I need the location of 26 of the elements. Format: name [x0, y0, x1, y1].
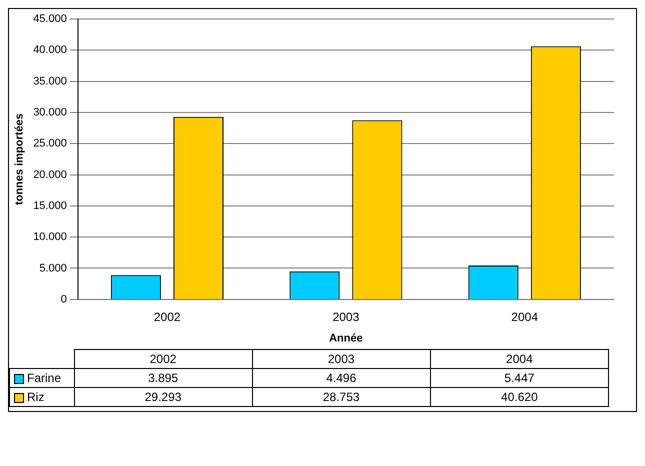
y-tick-label: 25.000 [33, 138, 67, 150]
y-axis-title: tonnes importées [14, 113, 26, 206]
x-tick-label: 2002 [154, 310, 181, 324]
data-label: 5.447 [430, 368, 608, 388]
y-tick-label: 15.000 [33, 200, 67, 212]
y-tick-label: 45.000 [33, 13, 67, 26]
data-label: 28.753 [252, 388, 430, 406]
y-tick-label: 5.000 [39, 262, 67, 274]
category-label: 2003 [328, 352, 355, 366]
y-tick-label: 35.000 [33, 75, 67, 88]
y-tick-label: 40.000 [33, 44, 67, 56]
x-axis-title: Année [329, 332, 363, 344]
data-label: 3.895 [74, 368, 252, 388]
y-tick-label: 10.000 [33, 231, 67, 244]
y-tick-label: 0 [60, 293, 67, 306]
category-label: 2004 [506, 352, 533, 366]
legend-label: Riz [27, 390, 44, 404]
data-label: 40.620 [430, 388, 608, 406]
data-label: 4.496 [252, 368, 430, 388]
x-tick-label: 2004 [511, 310, 538, 324]
legend-label: Farine [27, 371, 62, 385]
y-tick-label: 20.000 [33, 168, 67, 181]
x-tick-label: 2003 [332, 310, 360, 324]
data-label: 29.293 [74, 388, 252, 406]
y-tick-label: 30.000 [33, 106, 67, 118]
category-label: 2002 [150, 352, 176, 366]
